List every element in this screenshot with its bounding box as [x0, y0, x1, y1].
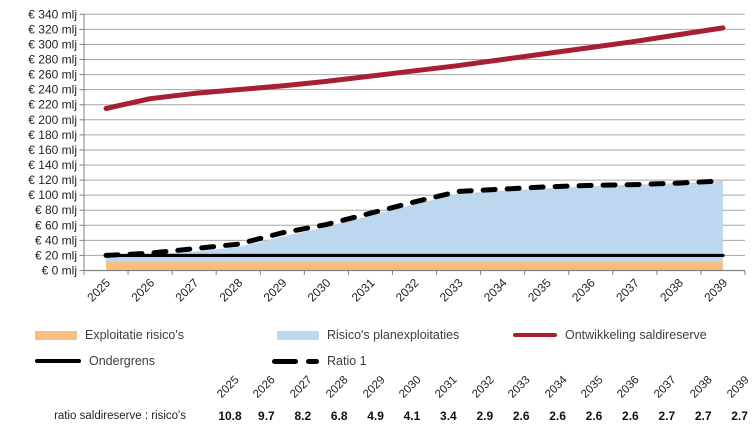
- ratio-value: 2.6: [622, 409, 639, 423]
- y-tick-label: € 180 mlj: [28, 128, 77, 142]
- y-tick-label: € 260 mlj: [28, 68, 77, 82]
- ratio-value: 2.6: [585, 409, 603, 423]
- y-tick-label: € 140 mlj: [28, 158, 77, 172]
- x-tick-label: 2030: [305, 275, 334, 304]
- y-axis-labels: € 0 mlj€ 20 mlj€ 40 mlj€ 60 mlj€ 80 mlj€…: [28, 7, 77, 277]
- y-tick-label: € 80 mlj: [35, 203, 77, 217]
- y-tick-label: € 100 mlj: [28, 188, 77, 202]
- y-tick-label: € 20 mlj: [35, 248, 77, 262]
- line-series: [103, 25, 726, 258]
- x-tick-label: 2029: [261, 275, 290, 304]
- legend-item-risicos-planexploitaties: Risico's planexploitaties: [277, 328, 459, 342]
- ratio-table-year-header: 2032: [469, 374, 497, 401]
- gridlines: [84, 13, 745, 271]
- area-Exploitatie risico's: [106, 261, 723, 271]
- ratio-table-year-header: 2029: [360, 374, 388, 401]
- legend-label: Exploitatie risico's: [85, 328, 184, 342]
- legend-label: Ondergrens: [89, 354, 156, 368]
- legend-item-ontwikkeling-saldireserve: Ontwikkeling saldireserve: [513, 328, 707, 342]
- x-tick-label: 2034: [481, 275, 510, 304]
- y-tick-label: € 240 mlj: [28, 83, 77, 97]
- ratio-table-year-header: 2037: [651, 374, 679, 401]
- x-tick-label: 2027: [173, 275, 202, 304]
- ratio-value: 2.9: [476, 409, 494, 423]
- line-Ontwikkeling saldireserve: [103, 25, 726, 111]
- ratio-table-year-header: 2038: [688, 374, 715, 401]
- legend-item-ondergrens: Ondergrens: [35, 354, 155, 368]
- x-axis-labels: 2025 2026 2027 2028 2029 2030 2031 2032 2033 2034…: [84, 275, 730, 304]
- y-tick-label: € 320 mlj: [28, 22, 77, 36]
- reserve-development-chart: € 0 mlj€ 20 mlj€ 40 mlj€ 60 mlj€ 80 mlj€…: [28, 7, 746, 305]
- ratio-table-year-header: 2036: [615, 374, 643, 401]
- y-tick-label: € 40 mlj: [35, 233, 77, 247]
- ratio-table-year-header: 2031: [433, 374, 461, 401]
- x-tick-label: 2038: [657, 275, 686, 304]
- black-line-swatch-icon: [35, 359, 81, 363]
- y-tick-label: € 200 mlj: [28, 113, 77, 127]
- red-line-swatch-icon: [513, 332, 557, 338]
- ratio-value: 2.7: [694, 409, 712, 423]
- y-tick-label: € 280 mlj: [28, 53, 77, 67]
- ratio-table-year-header: 2028: [324, 374, 351, 401]
- orange-area-swatch-icon: [35, 330, 77, 340]
- ratio-value: 6.8: [330, 409, 348, 423]
- legend-label: Risico's planexploitaties: [327, 328, 460, 342]
- x-tick-label: 2025: [84, 275, 113, 304]
- ratio-value: 2.7: [731, 409, 748, 423]
- x-tick-label: 2031: [349, 275, 378, 304]
- line-Ratio 1: [103, 178, 726, 258]
- y-tick-label: € 120 mlj: [28, 173, 77, 187]
- x-tick-label: 2036: [569, 275, 598, 304]
- ratio-table-year-header: 2035: [579, 374, 606, 401]
- x-tick-label: 2033: [437, 275, 466, 304]
- ratio-table-year-header: 2039: [724, 374, 752, 401]
- ratio-value: 2.7: [658, 409, 676, 423]
- legend-label: Ratio 1: [327, 354, 367, 368]
- area-series: [106, 180, 723, 271]
- y-tick-label: € 160 mlj: [28, 143, 77, 157]
- y-tick-label: € 220 mlj: [28, 98, 77, 112]
- ratio-value: 8.2: [294, 409, 312, 423]
- x-tick-label: 2028: [217, 275, 246, 304]
- x-tick-label: 2039: [701, 275, 730, 304]
- y-tick-label: € 0 mlj: [42, 264, 77, 278]
- ratio-value: 10.8: [218, 409, 242, 423]
- blue-area-swatch-icon: [277, 330, 319, 340]
- legend-item-exploitatie-risicos: Exploitatie risico's: [35, 328, 184, 342]
- y-tick-label: € 340 mlj: [28, 7, 77, 21]
- x-tick-label: 2037: [613, 275, 642, 304]
- ratio-row-label: ratio saldireserve : risico's: [54, 410, 186, 422]
- legend-item-ratio-1: Ratio 1: [272, 354, 367, 368]
- ratio-table-year-header: 2030: [397, 374, 424, 401]
- ratio-table-year-header: 2033: [506, 374, 533, 401]
- x-tick-label: 2032: [393, 275, 422, 304]
- ratio-value: 4.1: [403, 409, 421, 423]
- x-tick-label: 2035: [525, 275, 554, 304]
- ratio-value: 4.9: [367, 409, 384, 423]
- legend-label: Ontwikkeling saldireserve: [565, 328, 707, 342]
- ratio-value: 3.4: [440, 409, 457, 423]
- y-tick-label: € 300 mlj: [28, 37, 77, 51]
- ratio-value: 9.7: [258, 409, 275, 423]
- ratio-table-year-header: 2034: [542, 374, 570, 401]
- dashed-line-swatch-icon: [272, 358, 319, 364]
- axes: [79, 13, 746, 275]
- ratio-table-year-header: 2025: [215, 374, 242, 401]
- y-tick-label: € 60 mlj: [35, 218, 77, 232]
- ratio-table-year-header: 2026: [251, 374, 279, 401]
- ratio-table-year-header: 2027: [287, 374, 315, 401]
- x-tick-label: 2026: [128, 275, 157, 304]
- ratio-value: 2.6: [549, 409, 566, 423]
- ratio-value: 2.6: [512, 409, 530, 423]
- area-Risico's planexploitaties: [106, 180, 723, 262]
